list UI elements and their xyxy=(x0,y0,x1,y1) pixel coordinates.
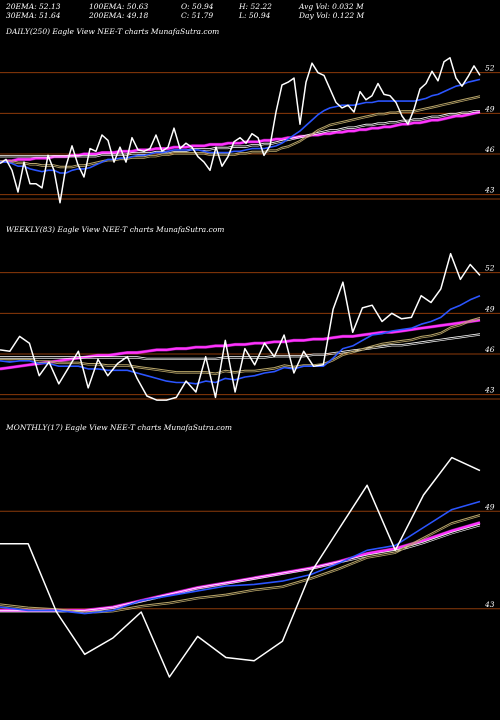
y-tick-label: 46 xyxy=(484,345,495,354)
ema200-value: 200EMA: 49.18 xyxy=(89,11,149,20)
y-tick-label: 49 xyxy=(484,304,495,313)
monthly-ema-mid-line xyxy=(0,514,481,613)
daily-panel: 52 49 46 43 DAILY(250) Eagle View NEE-T char… xyxy=(0,27,500,204)
y-tick-label: 52 xyxy=(485,264,495,273)
ema-slow-glow xyxy=(0,521,481,612)
ema-mid2-line-shadow xyxy=(0,334,481,361)
weekly-price-line xyxy=(0,252,481,401)
daily-ema-fast-line xyxy=(0,78,481,174)
daily-title: DAILY(250) Eagle View NEE-T charts Munaf… xyxy=(5,27,219,36)
ema-mid2-line-shadow xyxy=(0,525,481,613)
day-vol-value: Day Vol: 0.122 M xyxy=(299,11,365,20)
low-value: L: 50.94 xyxy=(239,11,271,20)
ema100-value: 100EMA: 50.63 xyxy=(89,2,149,11)
monthly-price-line xyxy=(0,456,481,678)
ema-mid-line-shadow xyxy=(0,515,481,615)
ema20-value: 20EMA: 52.13 xyxy=(6,2,61,11)
y-tick-label: 52 xyxy=(485,64,495,73)
weekly-title: WEEKLY(83) Eagle View NEE-T charts Munaf… xyxy=(6,225,224,234)
daily-ema-mid2-line xyxy=(0,110,480,156)
ema30-value: 30EMA: 51.64 xyxy=(6,11,61,20)
y-tick-label: 49 xyxy=(484,104,495,113)
high-value: H: 52.22 xyxy=(239,2,272,11)
monthly-ema-slow-line xyxy=(0,521,481,612)
daily-ema-slow-line xyxy=(0,110,481,164)
daily-price-line xyxy=(0,57,481,204)
y-tick-label: 46 xyxy=(484,145,495,154)
indicator-header: 20EMA: 52.13 100EMA: 50.63 O: 50.94 H: 5… xyxy=(6,2,364,112)
monthly-ema-fast-line xyxy=(0,500,481,615)
monthly-panel: 49 43 MONTHLY(17) Eagle View NEE-T charts … xyxy=(0,423,500,678)
weekly-ema-fast-line xyxy=(0,294,481,385)
open-value: O: 50.94 xyxy=(181,2,214,11)
avg-vol-value: Avg Vol: 0.032 M xyxy=(299,2,364,11)
y-tick-label: 43 xyxy=(484,386,495,395)
ema-mid2-line-shadow xyxy=(0,111,480,158)
y-tick-label: 43 xyxy=(484,600,495,609)
weekly-panel: 52 49 46 43 WEEKLY(83) Eagle View NEE-T char… xyxy=(0,225,500,401)
monthly-title: MONTHLY(17) Eagle View NEE-T charts Muna… xyxy=(5,423,232,432)
close-value: C: 51.79 xyxy=(181,11,214,20)
y-tick-label: 43 xyxy=(484,186,495,195)
y-tick-label: 49 xyxy=(484,502,495,511)
